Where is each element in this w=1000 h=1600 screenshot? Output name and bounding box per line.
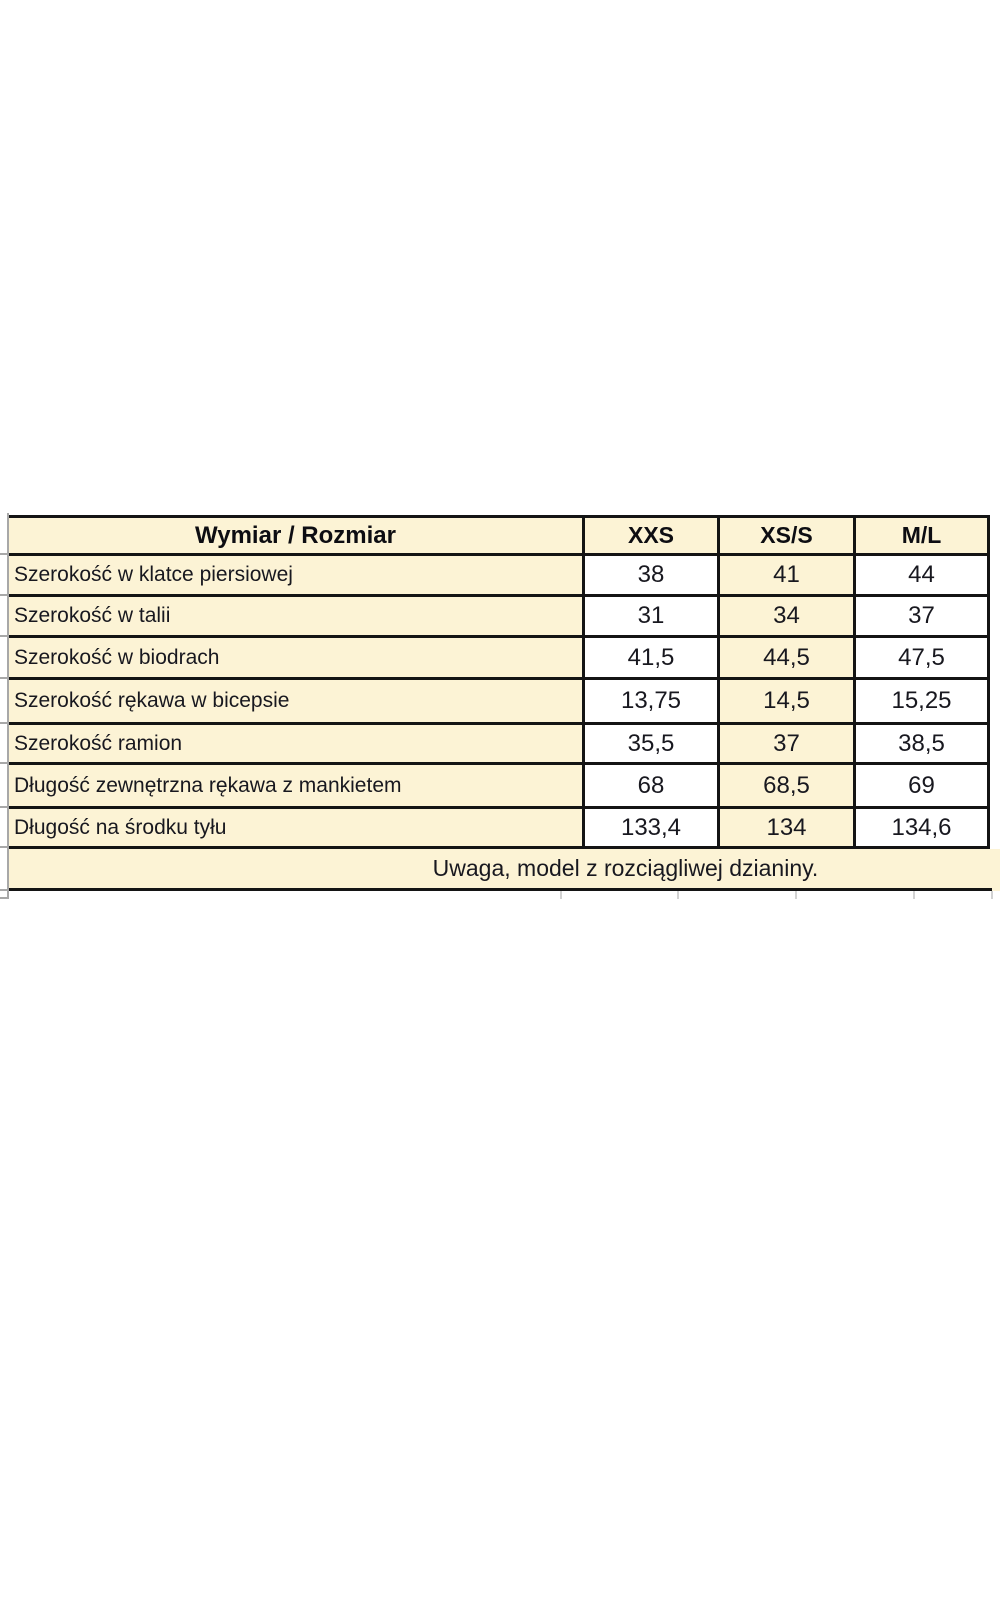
gutter-gridline: [0, 762, 7, 764]
cell-value[interactable]: 68: [582, 765, 717, 809]
cell-value[interactable]: 14,5: [717, 680, 853, 725]
gutter-gridline: [0, 889, 7, 891]
cell-value[interactable]: 31: [582, 597, 717, 638]
row-label-chest-width[interactable]: Szerokość w klatce piersiowej: [9, 556, 582, 597]
size-chart-table: Wymiar / Rozmiar XXS XS/S M/L Szerokość …: [9, 515, 990, 849]
gutter-gridline: [0, 806, 7, 808]
footer-note-row[interactable]: Uwaga, model z rozciągliwej dzianiny.: [9, 849, 1000, 891]
gridline-tick: [991, 891, 993, 899]
cell-value[interactable]: 133,4: [582, 809, 717, 849]
gutter-gridline: [0, 846, 7, 848]
row-label-shoulder-width[interactable]: Szerokość ramion: [9, 725, 582, 765]
gutter-gridline: [0, 677, 7, 679]
gutter-gridline: [0, 635, 7, 637]
cell-value[interactable]: 38,5: [853, 725, 990, 765]
cell-value[interactable]: 47,5: [853, 638, 990, 680]
cell-value[interactable]: 34: [717, 597, 853, 638]
cell-value[interactable]: 37: [717, 725, 853, 765]
cell-value[interactable]: 44: [853, 556, 990, 597]
row-label-hip-width[interactable]: Szerokość w biodrach: [9, 638, 582, 680]
gutter-gridline: [0, 594, 7, 596]
gridline-tick: [913, 891, 915, 899]
header-cell-dimension-size[interactable]: Wymiar / Rozmiar: [9, 518, 582, 556]
cell-value[interactable]: 44,5: [717, 638, 853, 680]
cell-value[interactable]: 15,25: [853, 680, 990, 725]
row-label-center-back-length[interactable]: Długość na środku tyłu: [9, 809, 582, 849]
footer-note-text: Uwaga, model z rozciągliwej dzianiny.: [432, 855, 819, 881]
gridline-tick: [560, 891, 562, 899]
cell-value[interactable]: 13,75: [582, 680, 717, 725]
row-label-sleeve-bicep-width[interactable]: Szerokość rękawa w bicepsie: [9, 680, 582, 725]
gutter-gridline: [0, 553, 7, 555]
gridline-tick: [677, 891, 679, 899]
footer-bottom-border: [9, 888, 992, 891]
row-label-waist-width[interactable]: Szerokość w talii: [9, 597, 582, 638]
cell-value[interactable]: 41: [717, 556, 853, 597]
cell-value[interactable]: 38: [582, 556, 717, 597]
cell-value[interactable]: 69: [853, 765, 990, 809]
cell-value[interactable]: 41,5: [582, 638, 717, 680]
spreadsheet-left-gutter: [0, 513, 9, 899]
cell-value[interactable]: 134: [717, 809, 853, 849]
cell-value[interactable]: 134,6: [853, 809, 990, 849]
gridline-tick: [795, 891, 797, 899]
cell-value[interactable]: 68,5: [717, 765, 853, 809]
cell-value[interactable]: 37: [853, 597, 990, 638]
row-label-outer-sleeve-length-with-cuff[interactable]: Długość zewnętrzna rękawa z mankietem: [9, 765, 582, 809]
header-cell-xs-s[interactable]: XS/S: [717, 518, 853, 556]
gutter-gridline: [0, 722, 7, 724]
gutter-gridline: [0, 897, 7, 899]
header-cell-xxs[interactable]: XXS: [582, 518, 717, 556]
header-cell-m-l[interactable]: M/L: [853, 518, 990, 556]
cell-value[interactable]: 35,5: [582, 725, 717, 765]
